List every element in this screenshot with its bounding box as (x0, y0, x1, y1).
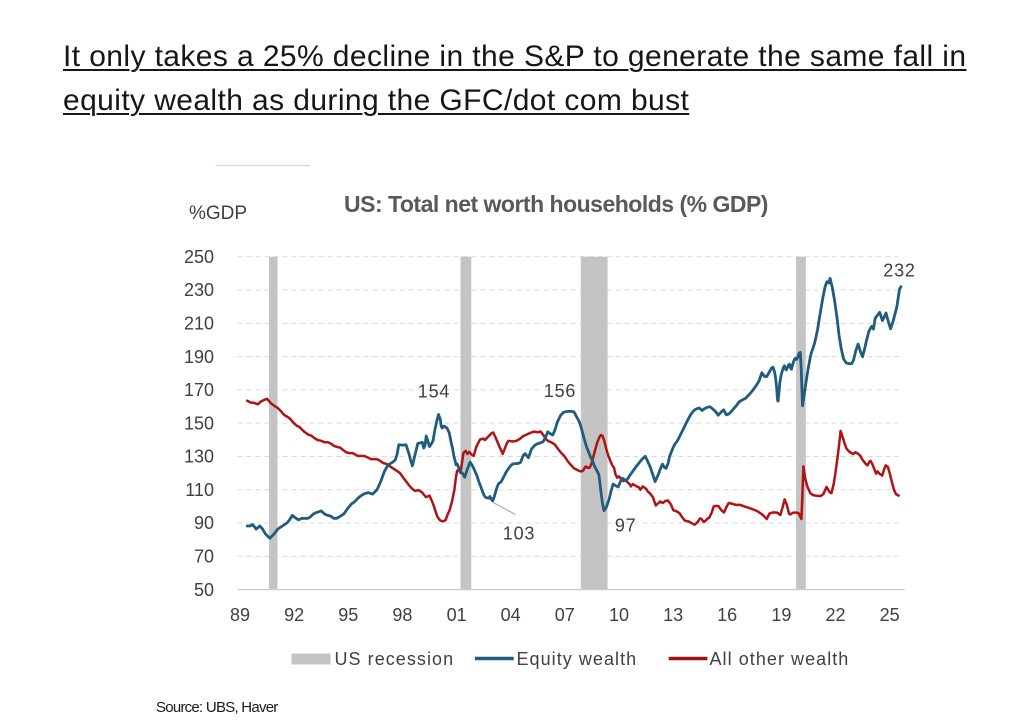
svg-text:%GDP: %GDP (189, 203, 247, 224)
svg-text:US recession: US recession (335, 649, 455, 669)
svg-text:156: 156 (544, 381, 576, 401)
svg-text:70: 70 (194, 547, 214, 567)
svg-text:16: 16 (717, 605, 737, 625)
svg-text:190: 190 (184, 347, 214, 367)
svg-text:89: 89 (230, 605, 250, 625)
svg-text:250: 250 (184, 247, 214, 267)
svg-text:97: 97 (615, 516, 637, 536)
svg-text:13: 13 (663, 605, 683, 625)
svg-text:04: 04 (501, 605, 521, 625)
svg-text:US: Total net worth households: US: Total net worth households (% GDP) (344, 191, 768, 217)
svg-text:All other wealth: All other wealth (710, 649, 850, 669)
svg-text:90: 90 (194, 513, 214, 533)
svg-text:98: 98 (392, 605, 412, 625)
svg-text:150: 150 (184, 413, 214, 433)
svg-text:25: 25 (880, 605, 900, 625)
svg-text:170: 170 (184, 380, 214, 400)
svg-text:130: 130 (184, 447, 214, 467)
svg-text:22: 22 (825, 605, 845, 625)
svg-text:01: 01 (447, 605, 467, 625)
svg-text:154: 154 (418, 382, 450, 402)
svg-text:Equity wealth: Equity wealth (517, 649, 638, 669)
svg-text:50: 50 (194, 580, 214, 600)
svg-text:110: 110 (185, 480, 214, 500)
svg-text:19: 19 (771, 605, 791, 625)
svg-text:230: 230 (184, 280, 214, 300)
svg-text:92: 92 (284, 605, 304, 625)
svg-text:95: 95 (338, 605, 358, 625)
svg-text:07: 07 (555, 605, 575, 625)
svg-text:210: 210 (184, 314, 214, 334)
svg-text:10: 10 (609, 605, 629, 625)
svg-text:232: 232 (883, 261, 915, 281)
svg-text:103: 103 (503, 524, 535, 544)
